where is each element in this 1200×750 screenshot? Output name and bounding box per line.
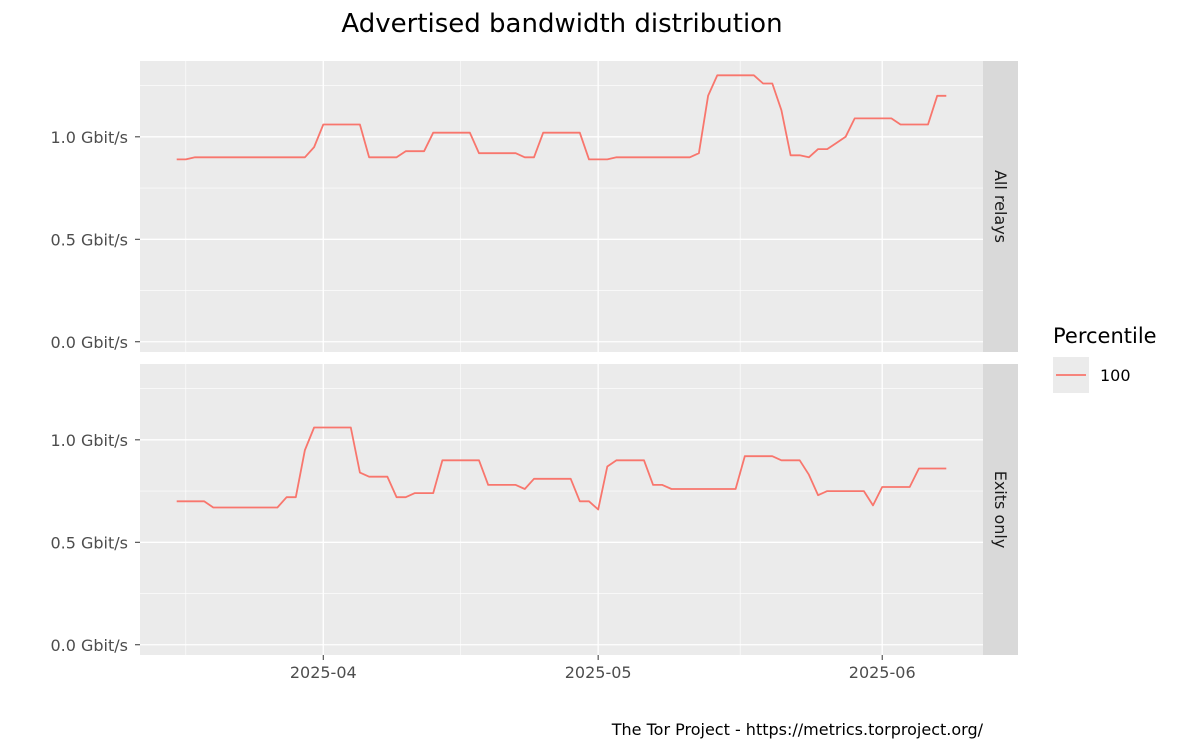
- facet-strip: [983, 61, 1018, 352]
- facet-panel-2: 0.0 Gbit/s 0.5 Gbit/s 1.0 Gbit/s Exits only: [50, 364, 1018, 655]
- series-line-100: [176, 426, 947, 511]
- x-axis: 2025-04 2025-05 2025-06: [290, 655, 916, 682]
- legend-title: Percentile: [1053, 324, 1157, 348]
- legend-label: 100: [1100, 366, 1131, 385]
- panel-background: [140, 61, 983, 352]
- series-line-100: [176, 74, 947, 161]
- y-tick-label: 0.0 Gbit/s: [50, 333, 128, 352]
- facet-panels: 0.0 Gbit/s 0.5 Gbit/s 1.0 Gbit/s All relays…: [50, 61, 1018, 655]
- y-tick-label: 0.5 Gbit/s: [50, 533, 128, 552]
- y-tick-label: 1.0 Gbit/s: [50, 431, 128, 450]
- y-tick-label: 1.0 Gbit/s: [50, 128, 128, 147]
- legend: Percentile 100: [1053, 324, 1157, 393]
- facet-strip: [983, 364, 1018, 655]
- y-tick-label: 0.0 Gbit/s: [50, 636, 128, 655]
- panel-background: [140, 364, 983, 655]
- facet-panel-1: 0.0 Gbit/s 0.5 Gbit/s 1.0 Gbit/s All relays: [50, 61, 1018, 352]
- caption: The Tor Project - https://metrics.torpro…: [611, 720, 984, 739]
- x-tick-label: 2025-05: [565, 663, 632, 682]
- x-tick-label: 2025-04: [290, 663, 357, 682]
- facet-strip-label: All relays: [991, 170, 1010, 243]
- chart-title: Advertised bandwidth distribution: [341, 9, 782, 39]
- y-tick-label: 0.5 Gbit/s: [50, 230, 128, 249]
- facet-strip-label: Exits only: [991, 471, 1010, 549]
- x-tick-label: 2025-06: [849, 663, 916, 682]
